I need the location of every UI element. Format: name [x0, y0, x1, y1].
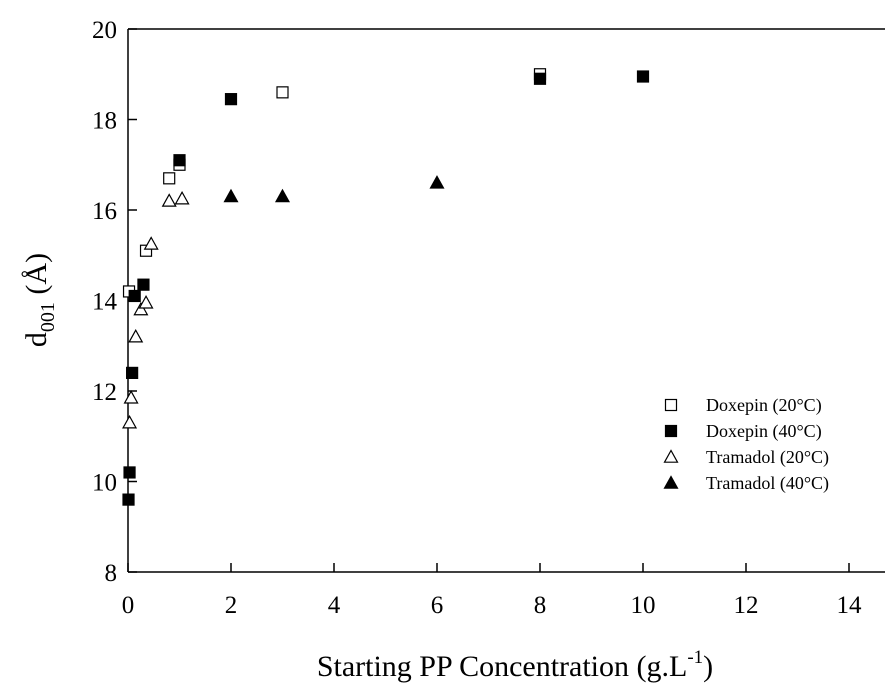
x-tick-label: 0: [122, 592, 135, 619]
series-1: [122, 68, 547, 298]
y-axis-title: d001 (Å): [20, 253, 59, 347]
x-tick-label: 12: [734, 592, 759, 619]
data-point: [137, 278, 150, 291]
data-point: [143, 236, 159, 250]
legend-item: Doxepin (40°C): [664, 421, 822, 442]
data-point: [429, 175, 445, 189]
legend-label: Doxepin (20°C): [706, 395, 822, 416]
x-tick-label: 2: [225, 592, 238, 619]
series-3: [122, 190, 190, 429]
data-point: [133, 301, 149, 316]
y-axis-title-subscript: 001: [37, 302, 59, 332]
x-axis-title-superscript: -1: [687, 647, 703, 668]
x-tick-label: 6: [431, 592, 444, 619]
data-point: [636, 70, 650, 83]
data-point: [139, 244, 153, 257]
data-point: [122, 414, 138, 429]
y-tick-label: 8: [105, 560, 118, 587]
legend-marker: [663, 449, 679, 463]
data-point: [223, 188, 239, 203]
legend-label: Doxepin (40°C): [706, 421, 822, 442]
data-point: [163, 172, 176, 185]
series-layer: [122, 68, 650, 506]
y-axis-title-main: d: [20, 332, 53, 347]
data-point: [161, 193, 177, 207]
data-point: [123, 466, 136, 479]
legend-marker: [664, 424, 678, 438]
data-point: [138, 295, 154, 309]
y-tick-label: 16: [92, 198, 117, 225]
legend-item: Doxepin (20°C): [664, 395, 822, 416]
series-4: [223, 175, 445, 203]
data-point: [123, 390, 139, 404]
series-2: [122, 70, 650, 506]
data-point: [274, 188, 291, 203]
legend: Doxepin (20°C) Doxepin (40°C) Tramadol (20…: [663, 395, 829, 494]
y-axis-title-text: d001 (Å): [20, 253, 59, 347]
data-point: [174, 190, 190, 205]
legend-label: Tramadol (20°C): [706, 447, 829, 468]
x-axis-ticks: 0 2 4 6 8 10 12 14: [122, 563, 862, 619]
x-tick-label: 8: [534, 592, 547, 619]
x-axis-title: Starting PP Concentration (g.L-1): [317, 647, 713, 683]
data-point: [126, 366, 139, 379]
x-tick-label: 4: [328, 592, 341, 619]
data-point: [533, 72, 547, 85]
y-axis-title-suffix: (Å): [20, 253, 53, 302]
y-axis-ticks: 8 10 12 14 16 18 20: [92, 17, 137, 587]
data-point: [276, 86, 289, 99]
legend-marker: [663, 475, 679, 489]
legend-item: Tramadol (40°C): [663, 473, 829, 494]
data-point: [128, 328, 144, 343]
y-tick-label: 14: [92, 289, 118, 316]
x-tick-label: 10: [631, 592, 656, 619]
y-tick-label: 12: [92, 379, 117, 406]
y-tick-label: 18: [92, 108, 117, 135]
y-tick-label: 20: [92, 17, 117, 44]
legend-label: Tramadol (40°C): [706, 473, 829, 494]
y-tick-label: 10: [92, 470, 117, 497]
data-point: [128, 289, 141, 303]
x-axis-title-main: Starting PP Concentration (g.L: [317, 650, 688, 683]
x-axis-title-suffix: ): [703, 650, 713, 683]
data-point: [173, 154, 186, 167]
data-point: [122, 493, 135, 506]
x-tick-label: 14: [837, 592, 863, 619]
data-point: [224, 93, 238, 106]
legend-marker: [664, 398, 678, 412]
legend-item: Tramadol (20°C): [663, 447, 829, 468]
